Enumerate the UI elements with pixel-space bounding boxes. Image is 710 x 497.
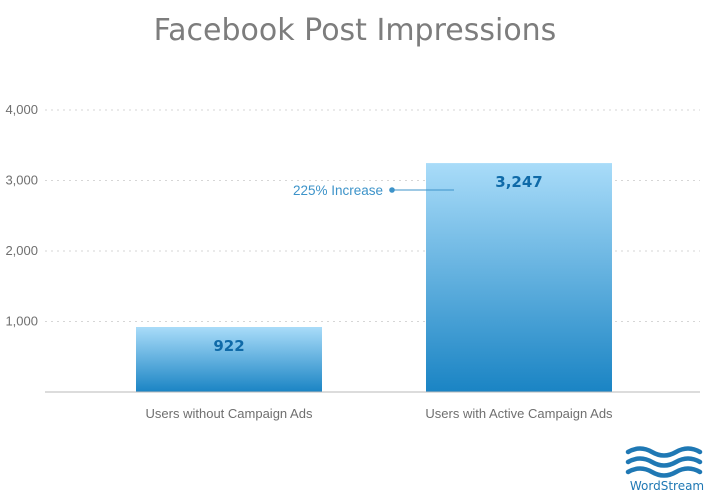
y-tick-label: 3,000: [5, 173, 38, 188]
x-category-label: Users without Campaign Ads: [146, 406, 313, 421]
bar: [136, 326, 322, 392]
increase-annotation: 225% Increase: [293, 183, 454, 198]
bars: [136, 163, 612, 392]
wave-logo-icon: [625, 446, 703, 478]
chart-title: Facebook Post Impressions: [154, 13, 557, 48]
bar-value-label: 3,247: [495, 173, 542, 191]
y-tick-label: 4,000: [5, 102, 38, 117]
y-tick-label: 1,000: [5, 314, 38, 329]
logo-text: WordStream: [630, 479, 704, 493]
data-labels: 922 3,247: [213, 173, 542, 355]
bar-value-label: 922: [213, 337, 244, 355]
annotation-text: 225% Increase: [293, 183, 383, 198]
bar: [426, 163, 612, 392]
gridlines: [45, 109, 700, 322]
y-axis-tick-labels: 1,000 2,000 3,000 4,000: [5, 102, 38, 329]
x-axis-category-labels: Users without Campaign Ads Users with Act…: [146, 406, 614, 421]
x-category-label: Users with Active Campaign Ads: [425, 406, 613, 421]
y-tick-label: 2,000: [5, 243, 38, 258]
wordstream-logo: WordStream: [625, 446, 704, 493]
